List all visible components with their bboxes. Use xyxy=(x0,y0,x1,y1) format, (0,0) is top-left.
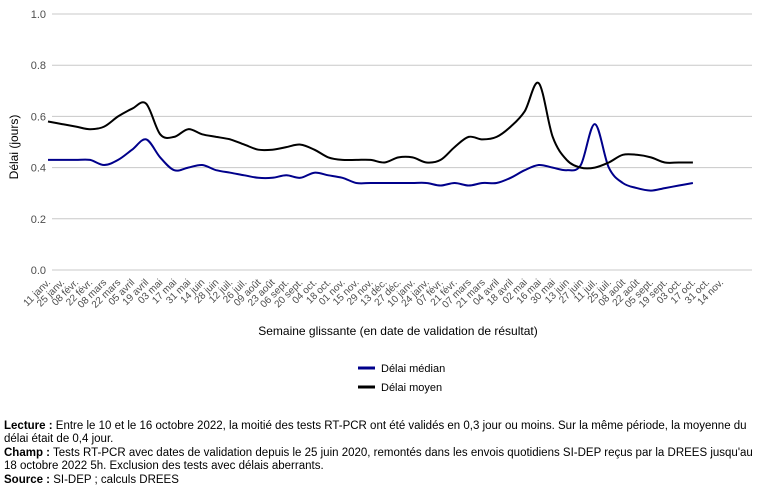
y-axis-ticks: 0.0 0.2 0.4 0.6 0.8 1.0 xyxy=(31,9,46,277)
series-line-mean xyxy=(47,81,693,170)
note-source: Source : SI-DEP ; calculs DREES xyxy=(4,473,179,486)
x-axis-ticks: 11 janv.25 janv.08 févr.22 févr.08 mars2… xyxy=(22,277,726,310)
y-tick-label: 0.8 xyxy=(31,60,46,72)
x-axis-title: Semaine glissante (en date de validation… xyxy=(258,324,538,338)
gridlines xyxy=(52,13,752,271)
y-axis-title: Délai (jours) xyxy=(7,115,21,180)
y-tick-label: 0.4 xyxy=(31,163,46,175)
legend-label-median: Délai médian xyxy=(381,363,445,375)
note-lecture: Lecture : Entre le 10 et le 16 octobre 2… xyxy=(4,420,747,446)
y-tick-label: 0.6 xyxy=(31,111,46,123)
legend: Délai médian Délai moyen xyxy=(358,363,445,394)
series-lines xyxy=(47,81,694,192)
line-chart: 0.0 0.2 0.4 0.6 0.8 1.0 11 janv.25 janv.08 fé… xyxy=(7,9,752,394)
y-tick-label: 1.0 xyxy=(31,9,46,21)
y-tick-label: 0.0 xyxy=(31,265,46,277)
note-champ: Champ : Tests RT-PCR avec dates de valid… xyxy=(4,446,753,473)
chart-notes: Lecture : Entre le 10 et le 16 octobre 2… xyxy=(4,420,766,487)
series-line-median xyxy=(48,123,694,192)
legend-label-mean: Délai moyen xyxy=(381,382,442,394)
y-tick-label: 0.2 xyxy=(31,214,46,226)
